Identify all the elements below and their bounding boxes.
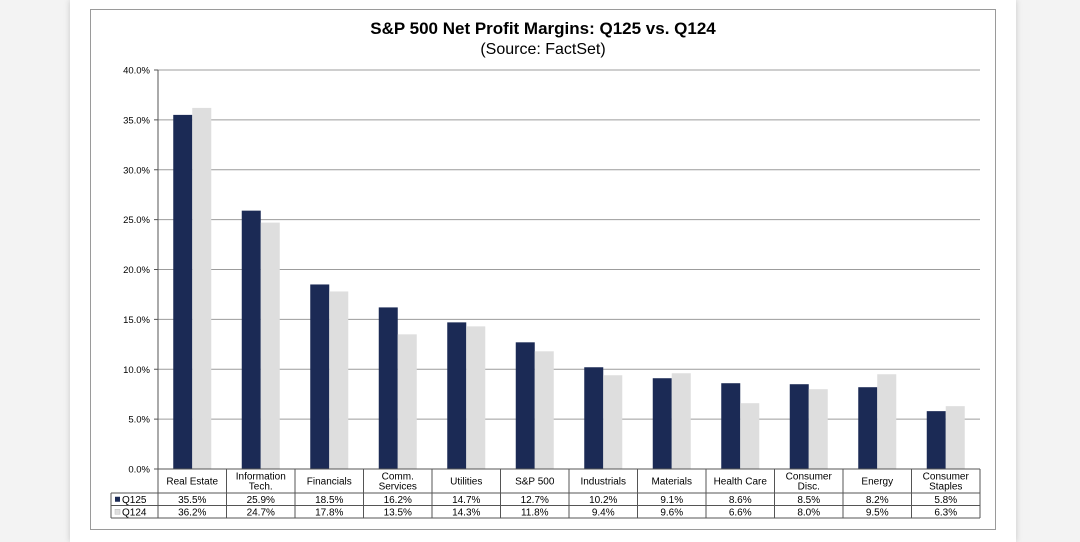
- category-label: S&P 500: [515, 477, 555, 488]
- bar-q124-6: [603, 375, 623, 469]
- bar-q124-11: [945, 406, 965, 469]
- bar-q124-3: [397, 334, 417, 469]
- category-label: Health Care: [714, 477, 768, 488]
- data-label-q124: 11.8%: [521, 507, 549, 518]
- bar-q125-2: [310, 284, 330, 469]
- category-label: Tech.: [249, 482, 273, 493]
- y-axis-ticks: 0.0% 5.0% 10.0% 15.0% 20.0% 25.0% 30.0% 35.0% 40…: [123, 66, 150, 476]
- category-label: Staples: [929, 482, 962, 493]
- legend-swatch-q124: [114, 509, 121, 515]
- bar-q125-8: [721, 383, 741, 469]
- data-label-q124: 6.3%: [934, 507, 957, 518]
- bar-q124-5: [534, 351, 554, 469]
- category-label: Disc.: [798, 482, 820, 493]
- category-label: Energy: [861, 477, 893, 488]
- bar-q125-10: [858, 387, 878, 469]
- chart-subtitle: (Source: FactSet): [480, 41, 605, 58]
- bar-q125-6: [584, 367, 604, 469]
- legend-label-q124: Q124: [122, 507, 147, 518]
- bar-q124-1: [260, 222, 280, 469]
- data-label-q124: 17.8%: [315, 507, 343, 518]
- y-tick-label: 20.0%: [123, 265, 150, 276]
- bar-q125-11: [926, 411, 946, 469]
- category-label: Utilities: [450, 477, 482, 488]
- bar-q124-10: [877, 374, 897, 469]
- data-label-q125: 14.7%: [452, 495, 480, 506]
- y-tick-label: 10.0%: [123, 365, 150, 376]
- category-label: Consumer: [923, 472, 970, 483]
- bar-q125-4: [447, 322, 467, 469]
- y-tick-label: 0.0%: [128, 465, 150, 476]
- y-tick-label: 25.0%: [123, 215, 150, 226]
- bar-q125-7: [652, 378, 672, 469]
- gridlines: [154, 69, 980, 470]
- y-tick-label: 30.0%: [123, 165, 150, 176]
- y-tick-label: 15.0%: [123, 315, 150, 326]
- y-tick-label: 40.0%: [123, 66, 150, 77]
- data-label-q124: 6.6%: [729, 507, 752, 518]
- category-label: Services: [379, 482, 417, 493]
- bar-chart: S&P 500 Net Profit Margins: Q125 vs. Q12…: [110, 19, 981, 519]
- category-label: Materials: [651, 477, 692, 488]
- y-tick-label: 35.0%: [123, 115, 150, 126]
- bar-q124-8: [740, 403, 760, 469]
- data-label-q125: 12.7%: [521, 495, 549, 506]
- bar-q125-0: [173, 114, 193, 469]
- category-label: Information: [236, 472, 286, 483]
- bar-q124-4: [466, 326, 486, 469]
- data-label-q125: 5.8%: [934, 495, 957, 506]
- bar-q125-9: [789, 384, 809, 469]
- category-label: Real Estate: [166, 477, 218, 488]
- data-label-q124: 14.3%: [452, 507, 480, 518]
- legend-swatch-q125: [115, 496, 120, 502]
- category-label: Consumer: [786, 472, 833, 483]
- data-label-q124: 36.2%: [178, 507, 206, 518]
- category-label: Financials: [307, 477, 352, 488]
- data-label-q125: 8.6%: [729, 495, 752, 506]
- data-label-q125: 25.9%: [247, 495, 275, 506]
- category-label: Comm.: [382, 472, 414, 483]
- chart-title: S&P 500 Net Profit Margins: Q125 vs. Q12…: [370, 19, 716, 38]
- bars: [173, 107, 965, 469]
- bar-q124-9: [808, 389, 828, 469]
- bar-q125-3: [378, 307, 398, 469]
- bar-q125-5: [515, 342, 535, 469]
- data-label-q124: 9.6%: [660, 507, 683, 518]
- bar-q124-7: [671, 373, 691, 469]
- data-label-q124: 24.7%: [247, 507, 275, 518]
- data-label-q124: 8.0%: [797, 507, 820, 518]
- data-label-q125: 35.5%: [178, 495, 206, 506]
- data-label-q125: 10.2%: [589, 495, 617, 506]
- chart-frame: S&P 500 Net Profit Margins: Q125 vs. Q12…: [90, 9, 996, 530]
- bar-q124-2: [329, 291, 349, 469]
- data-label-q125: 8.2%: [866, 495, 889, 506]
- data-label-q124: 9.5%: [866, 507, 889, 518]
- bar-q124-0: [192, 107, 212, 469]
- bar-q125-1: [241, 210, 261, 469]
- y-tick-label: 5.0%: [128, 415, 150, 426]
- legend-label-q125: Q125: [122, 495, 147, 506]
- data-label-q125: 9.1%: [660, 495, 683, 506]
- data-label-q124: 9.4%: [592, 507, 615, 518]
- category-label: Industrials: [580, 477, 626, 488]
- data-label-q125: 16.2%: [384, 495, 412, 506]
- data-label-q125: 18.5%: [315, 495, 343, 506]
- data-label-q124: 13.5%: [384, 507, 412, 518]
- data-label-q125: 8.5%: [797, 495, 820, 506]
